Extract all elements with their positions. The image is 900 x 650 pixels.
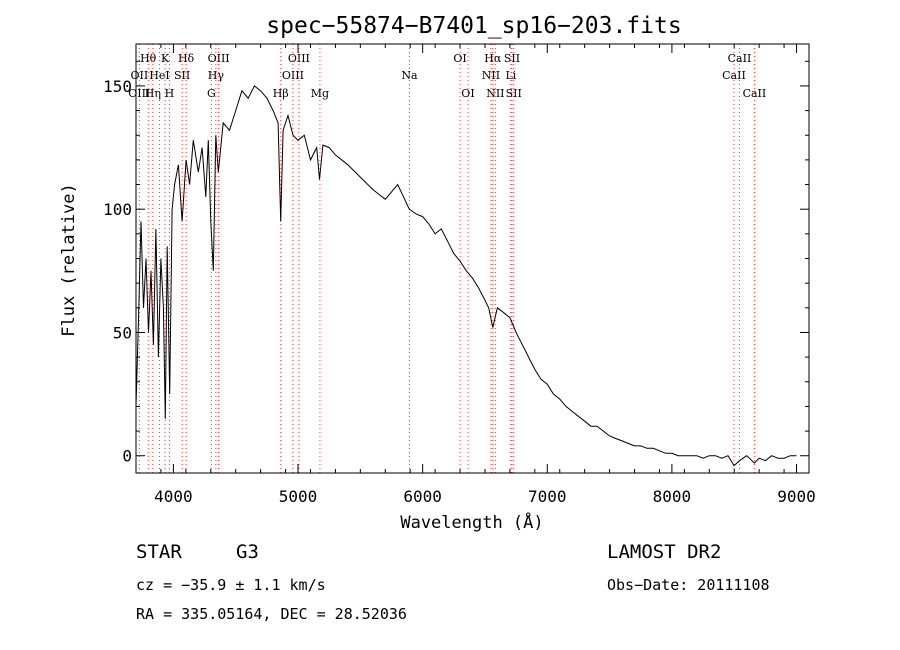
object-subclass: G3	[236, 541, 259, 563]
line-label: G	[207, 87, 216, 100]
line-label: SII	[504, 52, 520, 65]
line-label: OI	[453, 52, 466, 65]
line-label: OI	[461, 87, 474, 100]
line-label: Li	[505, 69, 516, 82]
emission-line-markers	[138, 44, 755, 473]
line-label: NII	[482, 69, 500, 82]
spectrum-line	[135, 85, 797, 467]
line-label: NII	[486, 87, 504, 100]
line-label: OIII	[208, 52, 230, 65]
coordinates: RA = 335.05164, DEC = 28.52036	[136, 605, 407, 623]
line-label: SII	[174, 69, 190, 82]
y-tick-label: 50	[113, 323, 132, 342]
survey-name: LAMOST DR2	[607, 541, 722, 563]
y-tick-label: 150	[103, 77, 132, 96]
line-label: CaII	[728, 52, 752, 65]
plot-frame	[135, 43, 810, 474]
line-label: Hδ	[178, 52, 195, 65]
x-axis-ticks: 4000 5000 6000 7000 8000 9000	[135, 44, 816, 506]
line-label: CaII	[743, 87, 767, 100]
line-label: SII	[506, 87, 522, 100]
line-label: OIII	[282, 69, 304, 82]
line-label: HeI	[149, 69, 169, 82]
line-label: H	[165, 87, 175, 100]
line-label: OIII	[128, 87, 150, 100]
line-label: Hη	[145, 87, 161, 100]
object-class: STAR	[136, 541, 182, 563]
line-label: Hα	[484, 52, 502, 65]
redshift-text: cz = −35.9 ± 1.1 km/s	[136, 576, 326, 594]
x-tick-label: 5000	[279, 487, 318, 506]
x-tick-label: 4000	[154, 487, 193, 506]
chart-title: spec−55874−B7401_sp16−203.fits	[266, 13, 681, 39]
line-label: CaII	[722, 69, 746, 82]
line-label: Hγ	[208, 69, 225, 82]
x-tick-label: 8000	[653, 487, 692, 506]
line-label: Hθ	[140, 52, 157, 65]
y-tick-label: 0	[122, 447, 132, 466]
line-label: OIII	[288, 52, 310, 65]
obs-date: Obs−Date: 20111108	[607, 576, 770, 594]
x-tick-label: 9000	[777, 487, 816, 506]
x-tick-label: 7000	[528, 487, 567, 506]
line-label: Na	[401, 69, 418, 82]
x-tick-label: 6000	[403, 487, 442, 506]
line-label: Hβ	[273, 87, 289, 100]
y-axis-label: Flux (relative)	[59, 183, 79, 337]
y-axis-ticks: 0 50 100 150	[103, 60, 809, 466]
y-tick-label: 100	[103, 200, 132, 219]
line-label: K	[161, 52, 170, 65]
x-axis-label: Wavelength (Å)	[400, 511, 543, 533]
line-label: OII	[131, 69, 149, 82]
line-label: Mg	[311, 87, 329, 100]
